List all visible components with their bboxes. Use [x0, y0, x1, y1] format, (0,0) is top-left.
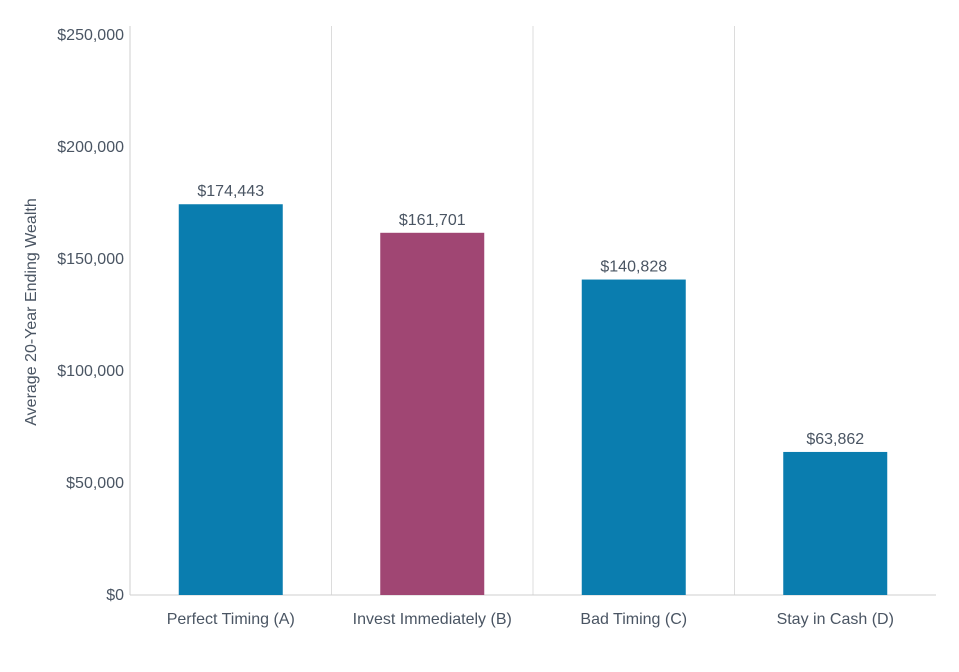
bar: [581, 279, 686, 595]
y-tick-label: $100,000: [57, 363, 124, 380]
y-tick-label: $0: [106, 587, 124, 604]
y-axis-title: Average 20-Year Ending Wealth: [23, 198, 40, 425]
grid-layer: [331, 26, 735, 595]
bar-value-label: $161,701: [399, 212, 466, 229]
y-tick-label: $250,000: [57, 27, 124, 44]
bar: [380, 232, 485, 595]
axis-layer: $0 $50,000 $100,000 $150,000 $200,000 $250,00…: [57, 26, 936, 604]
bar-value-label: $140,828: [600, 259, 667, 276]
y-tick-label: $150,000: [57, 251, 124, 268]
x-category-label: Bad Timing (C): [580, 611, 687, 628]
bar-layer: [178, 204, 888, 595]
bar: [178, 204, 283, 595]
y-tick-label: $50,000: [66, 475, 124, 492]
bar: [783, 451, 888, 595]
bar-value-label: $63,862: [806, 431, 864, 448]
label-layer: $174,443 Perfect Timing (A) $161,701 Invest…: [167, 183, 894, 628]
y-tick-label: $200,000: [57, 139, 124, 156]
x-category-label: Stay in Cash (D): [777, 611, 894, 628]
x-category-label: Perfect Timing (A): [167, 611, 295, 628]
bar-value-label: $174,443: [197, 183, 264, 200]
x-category-label: Invest Immediately (B): [353, 611, 512, 628]
